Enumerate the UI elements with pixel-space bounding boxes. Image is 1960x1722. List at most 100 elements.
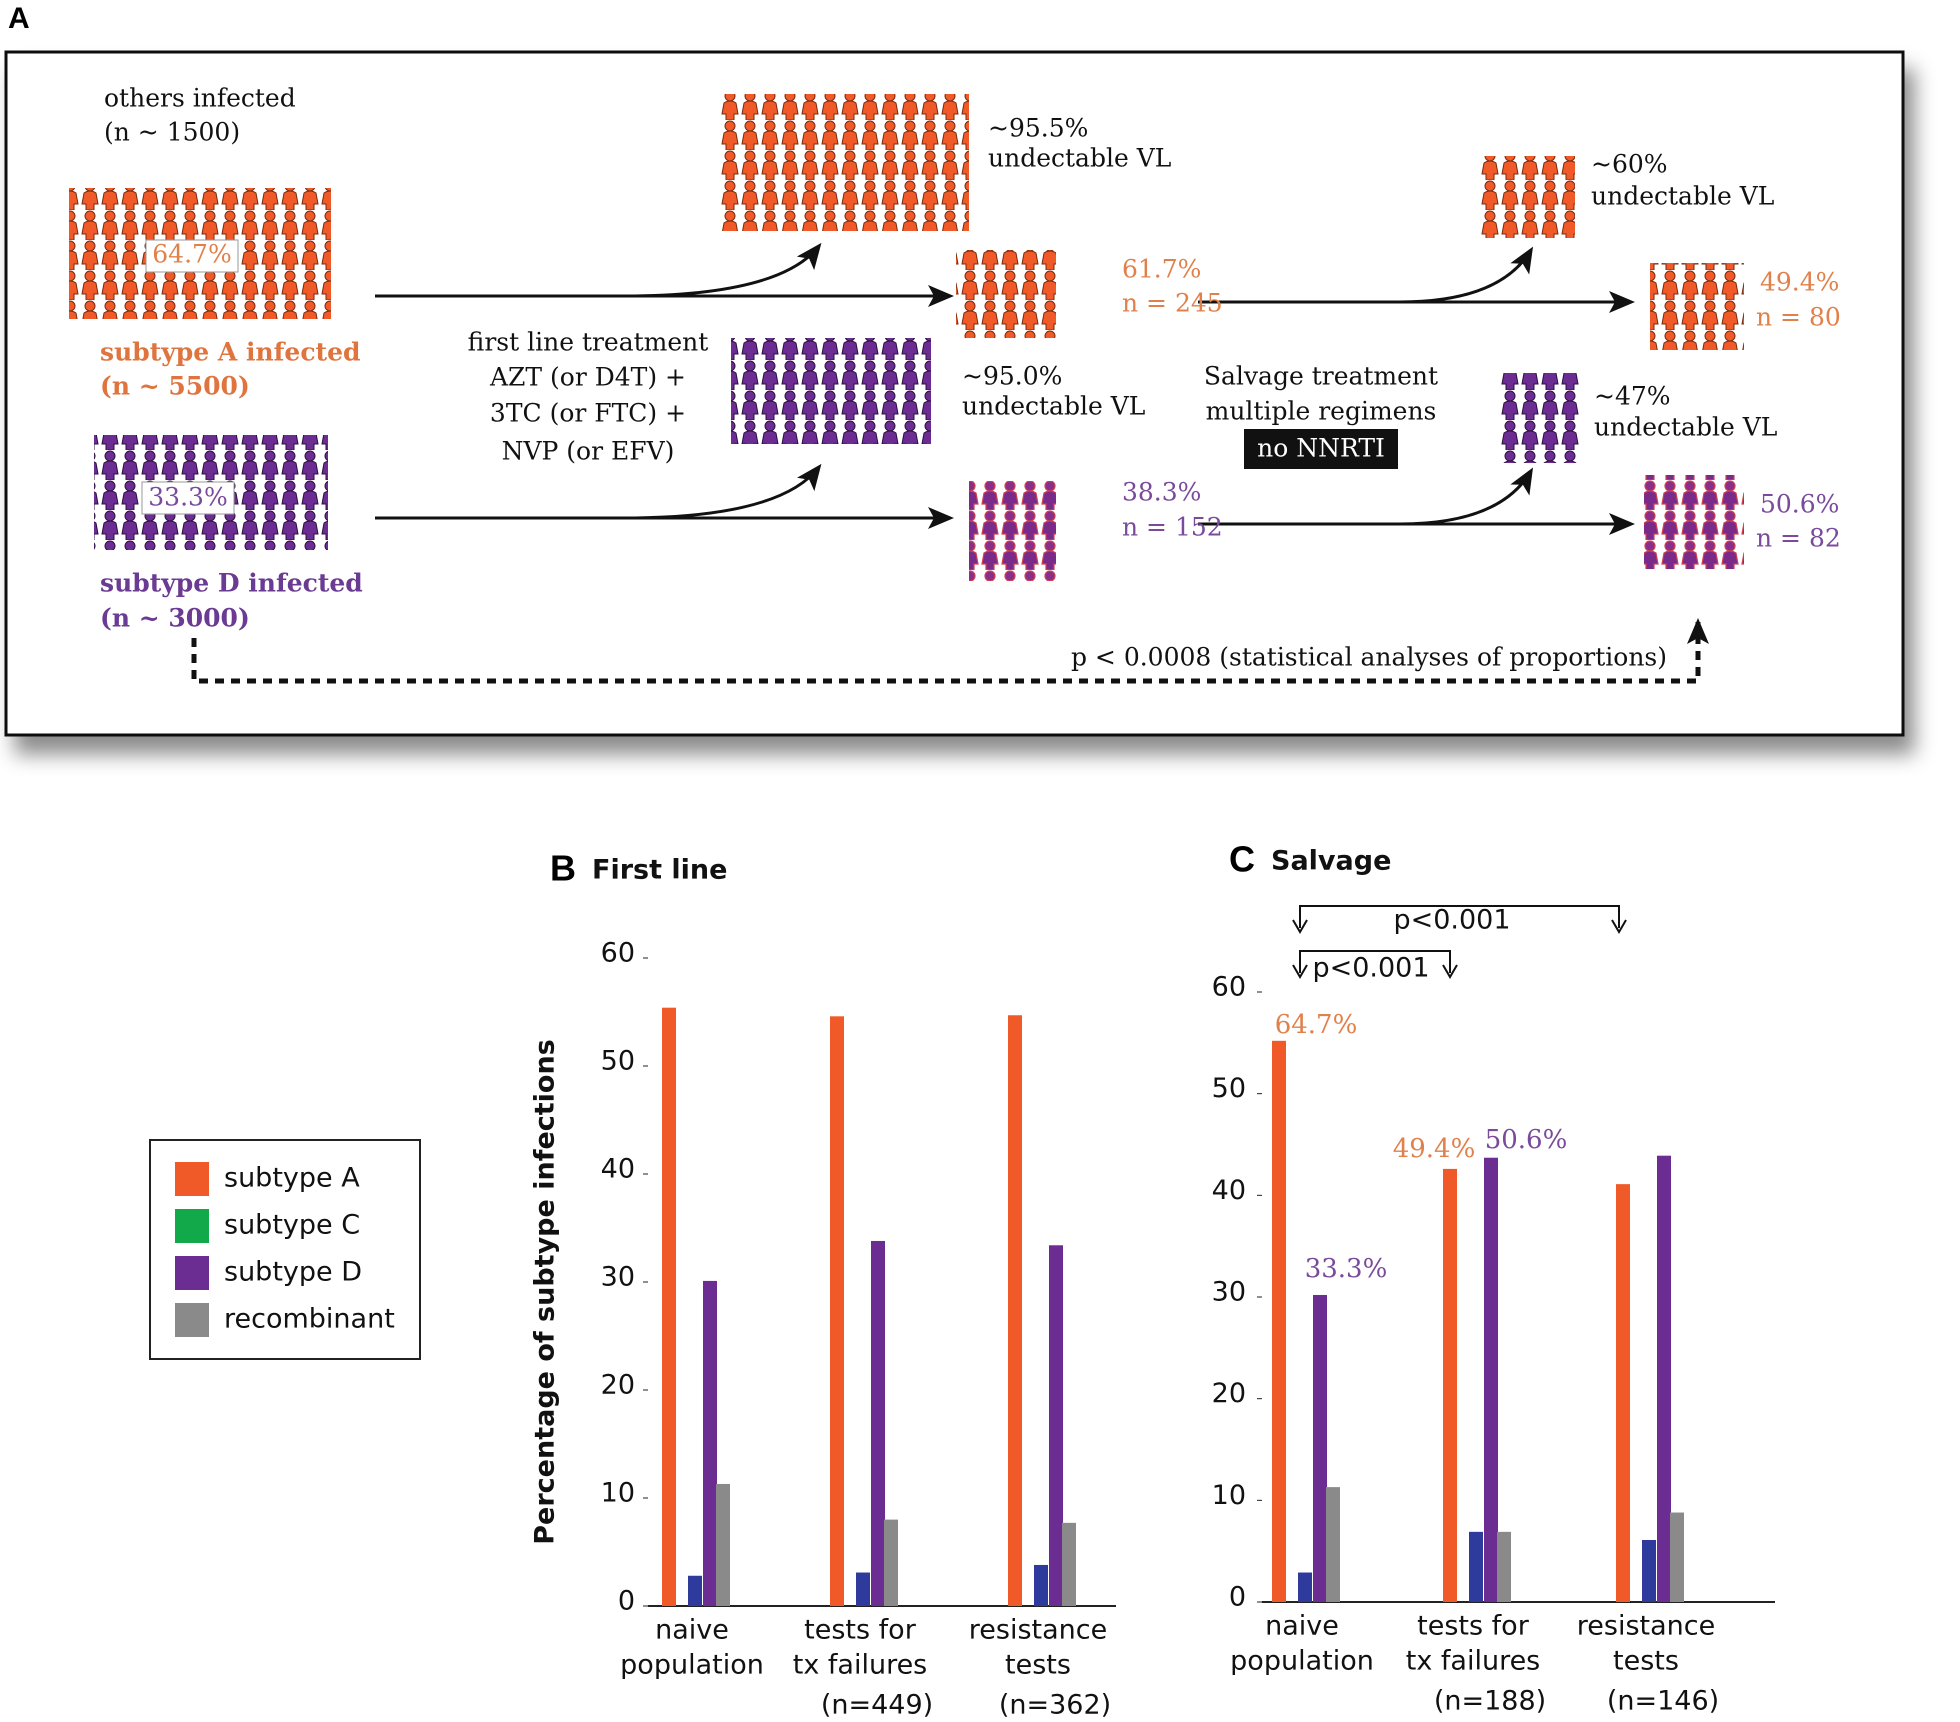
label: AZT (or D4T) + xyxy=(489,363,686,392)
significance-bracket xyxy=(1299,950,1451,973)
crowd xyxy=(731,338,931,444)
label: 61.7% xyxy=(1122,255,1201,284)
category-note: (n=449) xyxy=(821,1690,933,1721)
label: 49.4% xyxy=(1760,268,1839,297)
group-label: subtype D infected xyxy=(100,569,363,598)
x-tick-label: naive xyxy=(1265,1611,1339,1642)
label: ~47% xyxy=(1594,382,1671,411)
arrowhead xyxy=(1442,964,1458,979)
x-tick-label: naive xyxy=(655,1615,729,1646)
percent-label: 33.3% xyxy=(148,483,227,512)
bar xyxy=(1313,1294,1327,1602)
group-label: (n ~ 5500) xyxy=(100,372,250,401)
bar xyxy=(1034,1564,1048,1606)
label: undectable VL xyxy=(1591,182,1774,211)
legend-label: subtype A xyxy=(224,1163,360,1194)
label: Salvage treatment xyxy=(1204,362,1438,391)
annotation: 33.3% xyxy=(1305,1254,1388,1284)
legend-swatch xyxy=(175,1209,209,1243)
x-tick-label: tests xyxy=(1005,1650,1071,1681)
significance-label: p<0.001 xyxy=(1393,905,1510,936)
y-tick-label: 20 xyxy=(601,1370,635,1401)
y-tick-label: 20 xyxy=(1212,1378,1246,1409)
bar xyxy=(871,1240,885,1606)
bar xyxy=(1326,1487,1340,1602)
x-tick-label: resistance xyxy=(1577,1611,1715,1642)
crowd xyxy=(956,250,1056,338)
label: others infected xyxy=(104,84,296,113)
significance-label: p<0.001 xyxy=(1312,953,1429,984)
y-tick-label: 10 xyxy=(601,1478,635,1509)
panel-label: A xyxy=(8,2,30,35)
x-tick-label: resistance xyxy=(969,1615,1107,1646)
label: 50.6% xyxy=(1760,490,1839,519)
charts: B First line Percentage of subtype infecti… xyxy=(149,839,1775,1721)
bar xyxy=(1049,1245,1063,1606)
crowd xyxy=(1644,475,1744,569)
label-box xyxy=(1244,429,1398,469)
label: ~95.5% xyxy=(988,114,1088,143)
y-tick-label: 40 xyxy=(601,1154,635,1185)
label: n = 245 xyxy=(1122,289,1223,318)
bar xyxy=(1657,1155,1671,1602)
arrowhead xyxy=(1611,919,1627,934)
crowd xyxy=(1650,263,1744,350)
bar xyxy=(1443,1168,1457,1602)
significance-bracket xyxy=(1299,905,1620,928)
label: ~95.0% xyxy=(962,362,1062,391)
crowd xyxy=(1481,156,1575,238)
group-label: (n ~ 3000) xyxy=(100,604,250,633)
label: n = 152 xyxy=(1122,513,1223,542)
arrowhead xyxy=(1292,964,1308,979)
label: (n ~ 1500) xyxy=(104,118,240,147)
bar xyxy=(1062,1522,1076,1606)
legend-swatch xyxy=(175,1162,209,1196)
y-tick-label: 30 xyxy=(1212,1277,1246,1308)
bar xyxy=(662,1007,676,1606)
percent-label: 64.7% xyxy=(152,240,231,269)
label-box xyxy=(141,481,235,515)
arrowhead xyxy=(1292,919,1308,934)
annotation: 64.7% xyxy=(1275,1010,1358,1040)
arrows xyxy=(375,242,1635,535)
legend-label: recombinant xyxy=(224,1304,395,1335)
label: ~60% xyxy=(1591,150,1668,179)
x-tick-label: tx failures xyxy=(1406,1646,1541,1677)
label: undectable VL xyxy=(988,144,1171,173)
x-tick-label: population xyxy=(620,1650,764,1681)
bar xyxy=(1670,1512,1684,1602)
chart-title: Salvage xyxy=(1271,846,1391,877)
bar xyxy=(1469,1531,1483,1602)
label: undectable VL xyxy=(1594,413,1777,442)
crowd xyxy=(719,94,969,231)
label: multiple regimens xyxy=(1206,397,1437,426)
bar xyxy=(1272,1040,1286,1602)
category-note: (n=188) xyxy=(1434,1686,1546,1717)
bar xyxy=(1616,1184,1630,1602)
x-tick-label: tests for xyxy=(1417,1611,1530,1642)
panel-a: A others infected (n ~ 1500) 64.7% subty… xyxy=(4,2,1905,737)
annotation: 49.4% xyxy=(1393,1134,1476,1164)
group-label: subtype A infected xyxy=(100,338,361,367)
bar xyxy=(1008,1015,1022,1606)
y-tick-label: 60 xyxy=(1212,972,1246,1003)
bar xyxy=(830,1016,844,1606)
legend-label: subtype D xyxy=(224,1257,362,1288)
bar xyxy=(1642,1539,1656,1602)
y-tick-label: 40 xyxy=(1212,1175,1246,1206)
crowd xyxy=(1500,373,1581,463)
bar xyxy=(716,1483,730,1606)
label: no NNRTI xyxy=(1257,434,1385,463)
y-tick-label: 0 xyxy=(618,1586,635,1617)
bar xyxy=(1298,1572,1312,1602)
bar xyxy=(703,1280,717,1606)
chart-title: First line xyxy=(592,855,727,886)
legend-swatch xyxy=(175,1303,209,1337)
label-box xyxy=(145,239,239,273)
y-tick-label: 60 xyxy=(601,938,635,969)
label: 38.3% xyxy=(1122,478,1201,507)
label: 3TC (or FTC) + xyxy=(490,399,686,428)
dashed-connector xyxy=(191,618,1709,684)
bar xyxy=(1497,1531,1511,1602)
